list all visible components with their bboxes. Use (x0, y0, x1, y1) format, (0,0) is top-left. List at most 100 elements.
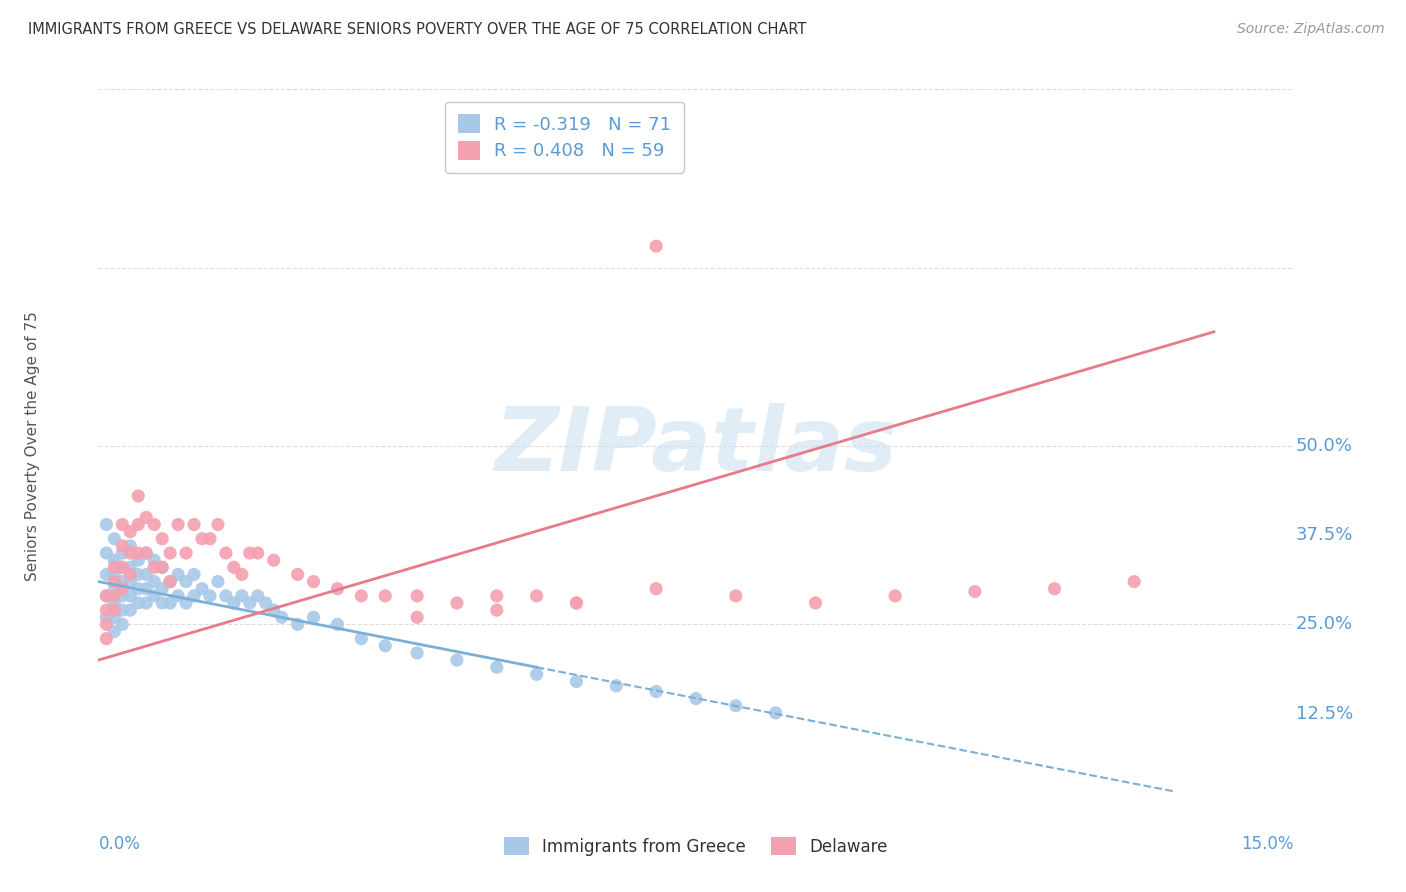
Point (246, 546, 269, 560)
Point (103, 560, 125, 574)
Point (135, 546, 157, 560)
Point (135, 596, 157, 610)
Point (150, 560, 173, 574)
Text: 12.5%: 12.5% (1296, 705, 1353, 723)
Point (96, 632, 118, 646)
Point (231, 567, 253, 582)
Point (198, 589, 221, 603)
Point (215, 589, 238, 603)
Point (605, 679, 627, 693)
Point (120, 574, 142, 589)
Point (645, 684, 668, 698)
Text: IMMIGRANTS FROM GREECE VS DELAWARE SENIORS POVERTY OVER THE AGE OF 75 CORRELATIO: IMMIGRANTS FROM GREECE VS DELAWARE SENIO… (28, 22, 807, 37)
Legend: Immigrants from Greece, Delaware: Immigrants from Greece, Delaware (498, 830, 894, 863)
Text: Seniors Poverty Over the Age of 75: Seniors Poverty Over the Age of 75 (25, 311, 41, 581)
Point (239, 546, 262, 560)
Point (191, 582, 214, 596)
Point (111, 574, 134, 589)
Point (446, 596, 468, 610)
Point (350, 632, 373, 646)
Point (150, 532, 173, 546)
Point (645, 582, 668, 596)
Point (804, 596, 827, 610)
Point (406, 646, 429, 660)
Point (302, 610, 325, 624)
Point (111, 539, 134, 553)
Text: 0.0%: 0.0% (98, 835, 141, 853)
Point (374, 589, 396, 603)
Text: 37.5%: 37.5% (1296, 526, 1354, 544)
Point (96, 589, 118, 603)
Text: 25.0%: 25.0% (1296, 615, 1353, 633)
Point (111, 560, 134, 574)
Point (254, 596, 277, 610)
Point (183, 567, 205, 582)
Point (198, 532, 221, 546)
Point (120, 524, 142, 539)
Text: 50.0%: 50.0% (1296, 437, 1353, 455)
Point (103, 603, 125, 617)
Point (96, 603, 118, 617)
Point (143, 574, 166, 589)
Point (143, 560, 166, 574)
Point (326, 582, 349, 596)
Point (246, 589, 269, 603)
Point (191, 532, 214, 546)
Point (222, 560, 245, 574)
Point (183, 517, 205, 532)
Point (207, 517, 229, 532)
Point (685, 691, 707, 706)
Text: ZIPatlas: ZIPatlas (495, 402, 897, 490)
Point (103, 553, 125, 567)
Point (485, 589, 508, 603)
Point (111, 546, 134, 560)
Point (120, 539, 142, 553)
Point (446, 653, 468, 667)
Point (159, 574, 181, 589)
Point (565, 596, 588, 610)
Point (120, 589, 142, 603)
Point (103, 567, 125, 582)
Point (526, 589, 548, 603)
Point (287, 567, 309, 582)
Point (127, 582, 149, 596)
Point (127, 517, 149, 532)
Point (1043, 582, 1066, 596)
Point (135, 567, 157, 582)
Point (215, 546, 238, 560)
Point (207, 574, 229, 589)
Point (159, 596, 181, 610)
Point (231, 589, 253, 603)
Point (222, 596, 245, 610)
Point (96, 589, 118, 603)
Point (127, 567, 149, 582)
Point (406, 589, 429, 603)
Point (111, 560, 134, 574)
Point (96, 517, 118, 532)
Point (263, 603, 285, 617)
Point (150, 596, 173, 610)
Point (724, 698, 747, 713)
Text: 15.0%: 15.0% (1241, 835, 1294, 853)
Point (120, 603, 142, 617)
Point (103, 574, 125, 589)
Point (96, 617, 118, 632)
Point (1123, 574, 1146, 589)
Point (565, 674, 588, 689)
Point (963, 584, 986, 599)
Point (183, 589, 205, 603)
Point (127, 546, 149, 560)
Point (565, 596, 588, 610)
Point (645, 239, 668, 253)
Point (103, 589, 125, 603)
Point (174, 546, 197, 560)
Point (150, 560, 173, 574)
Point (111, 582, 134, 596)
Point (143, 553, 166, 567)
Point (526, 667, 548, 681)
Point (120, 546, 142, 560)
Point (135, 546, 157, 560)
Point (103, 624, 125, 639)
Point (326, 617, 349, 632)
Point (135, 582, 157, 596)
